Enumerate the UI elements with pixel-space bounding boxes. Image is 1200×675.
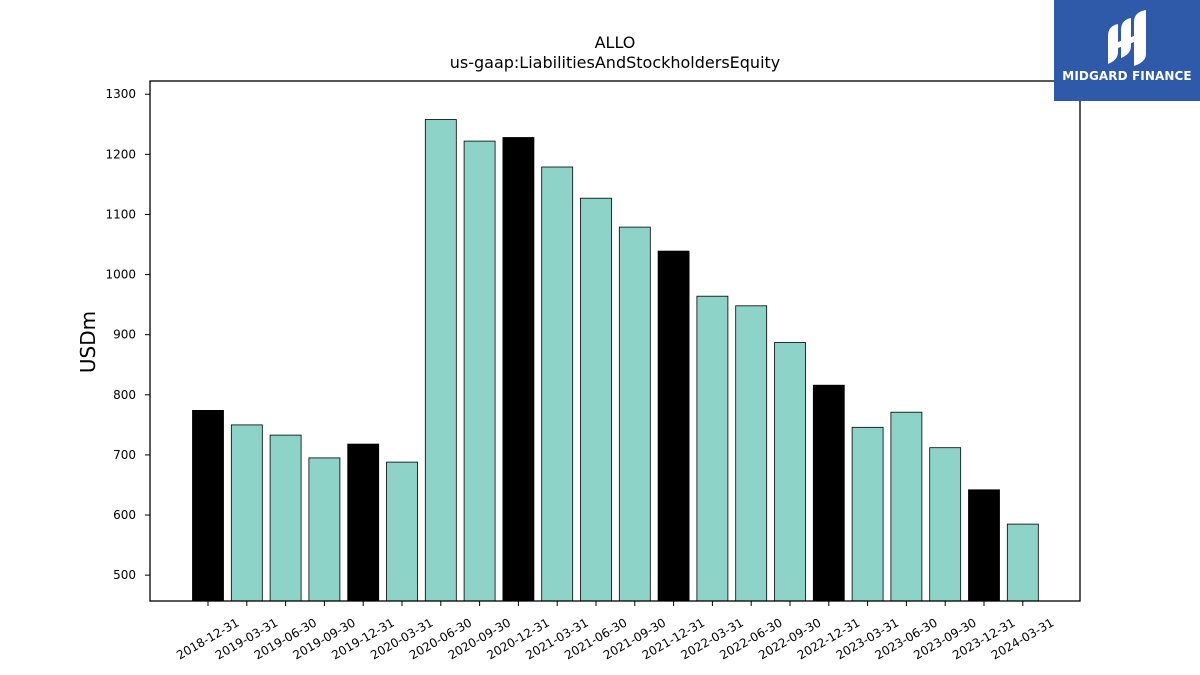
- bar-2018-12-31: [192, 409, 224, 602]
- bar-2019-03-31: [230, 424, 263, 602]
- bar-2019-12-31: [347, 443, 380, 602]
- chart-subtitle: us-gaap:LiabilitiesAndStockholdersEquity: [450, 53, 781, 72]
- bar-2022-09-30: [774, 342, 806, 602]
- x-axis: 2018-12-312019-03-312019-06-302019-09-30…: [174, 601, 1056, 662]
- y-tick-label: 1000: [105, 268, 136, 282]
- y-tick-label: 1200: [105, 147, 136, 161]
- bar-2020-06-30: [424, 119, 457, 602]
- bar-2020-12-31: [502, 137, 535, 602]
- y-axis: 500 600 700 800 900 1000 1100 1200 1300: [105, 87, 150, 582]
- bar-2023-06-30: [890, 411, 923, 602]
- bar-2020-03-31: [386, 461, 418, 602]
- chart-title: ALLO: [595, 33, 636, 52]
- midgard-finance-logo: MIDGARD FINANCE: [1054, 0, 1200, 101]
- midgard-logo-icon: [1108, 10, 1146, 66]
- y-tick-label: 800: [113, 388, 136, 402]
- logo-text: MIDGARD FINANCE: [1062, 69, 1192, 83]
- bar-2021-09-30: [618, 226, 651, 602]
- y-axis-label: USDm: [76, 311, 100, 373]
- bar-2019-09-30: [308, 457, 341, 602]
- y-tick-label: 600: [113, 508, 136, 522]
- y-tick-label: 500: [113, 568, 136, 582]
- bar-2022-12-31: [812, 384, 845, 602]
- bar-2021-03-31: [541, 166, 574, 602]
- y-tick-label: 700: [113, 448, 136, 462]
- bar-2024-03-31: [1006, 523, 1039, 602]
- y-tick-label: 1300: [105, 87, 136, 101]
- bar-2023-03-31: [851, 426, 884, 602]
- bar-2021-06-30: [580, 197, 612, 602]
- bar-2022-03-31: [696, 295, 729, 602]
- bar-2019-06-30: [269, 434, 302, 602]
- plot-frame: [149, 80, 1081, 602]
- y-tick-label: 900: [113, 328, 136, 342]
- bar-2020-09-30: [463, 140, 496, 602]
- y-tick-label: 1100: [105, 207, 136, 221]
- bar-2021-12-31: [657, 250, 690, 602]
- bars-group: [192, 119, 1039, 602]
- bar-2022-06-30: [735, 305, 768, 602]
- bar-2023-12-31: [968, 489, 1000, 602]
- bar-2023-09-30: [929, 447, 962, 602]
